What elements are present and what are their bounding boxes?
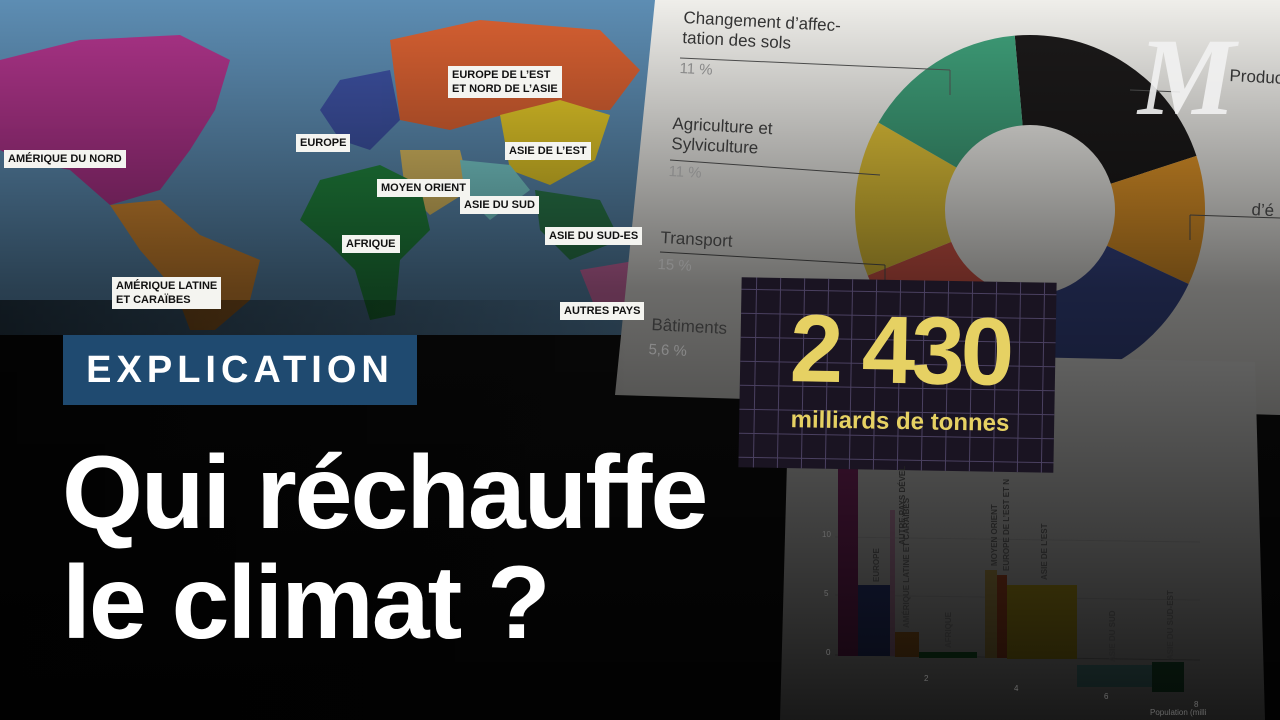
box-grid-line [740, 336, 1056, 344]
box-grid-line [1016, 282, 1022, 473]
x-axis-label: Population (milli [1150, 708, 1207, 717]
map-label: AMÉRIQUE LATINE ET CARAÏBES [112, 277, 222, 309]
donut-value: 5,6 % [648, 341, 688, 360]
y-tick-label: 10 [822, 530, 831, 539]
donut-value: 11 % [679, 60, 714, 79]
donut-label-cut: d’é [1251, 200, 1275, 221]
map-label: EUROPE DE L’EST ET NORD DE L’ASIE [448, 66, 562, 98]
box-grid-line [944, 280, 950, 471]
y-tick-label: 5 [824, 589, 829, 598]
map-label: ASIE DU SUD-ES [545, 227, 643, 245]
stat-box [738, 277, 1057, 473]
x-tick-label: 2 [924, 674, 929, 683]
title-line: le climat ? [62, 545, 551, 661]
map-label: ASIE DE L’EST [505, 142, 591, 160]
box-grid-line [739, 408, 1055, 416]
bar-label: MOYEN ORIENT [990, 504, 999, 566]
map-label: AFRIQUE [342, 235, 400, 253]
box-grid-line [848, 279, 854, 470]
donut-label: Transport [660, 228, 734, 251]
badge: EXPLICATION [63, 335, 417, 405]
stat-unit: milliards de tonnes [790, 406, 1010, 437]
box-grid-line [1040, 282, 1046, 473]
box-grid-line [968, 281, 974, 472]
donut-value: 15 % [657, 256, 693, 275]
x-tick-label: 6 [1104, 692, 1109, 701]
map-label: AMÉRIQUE DU NORD [4, 150, 126, 168]
x-tick-label: 8 [1194, 700, 1199, 709]
bar-label: EUROPE [872, 548, 881, 582]
box-grid-line [872, 279, 878, 470]
map-label: MOYEN ORIENT [377, 179, 470, 197]
bar-label: AMÉRIQUE LATINE ET CARAÏBES [902, 497, 911, 628]
y-tick-label: 0 [826, 648, 831, 657]
box-grid-line [741, 288, 1057, 296]
box-grid-line [740, 360, 1056, 368]
box-grid-line [752, 277, 758, 468]
box-grid-line [739, 384, 1055, 392]
donut-label: Bâtiments [651, 315, 728, 338]
box-grid-line [896, 280, 902, 471]
box-grid-line [824, 278, 830, 469]
donut-value: 11 % [668, 163, 703, 182]
bar-label: ASIE DE L’EST [1040, 523, 1049, 580]
map-label: ASIE DU SUD [460, 196, 539, 214]
box-grid-line [738, 432, 1054, 440]
bar-label: ASIE DU SUD-EST [1166, 590, 1175, 660]
bar-label: EUROPE DE L’EST ET N [1002, 478, 1011, 571]
stat-number: 2 430 [788, 295, 1012, 406]
box-grid-line [800, 278, 806, 469]
box-grid-line [738, 456, 1054, 464]
box-grid-line [776, 277, 782, 468]
map-label: AUTRES PAYS [560, 302, 645, 320]
box-grid-line [992, 281, 998, 472]
donut-label: Changement d’affec- tation des sols [681, 8, 842, 53]
title-line: Qui réchauffe [62, 435, 708, 551]
logo: M [1138, 16, 1236, 138]
x-tick-label: 4 [1014, 684, 1019, 693]
map-label: EUROPE [296, 134, 351, 152]
donut-label: Agriculture et Sylviculture [670, 114, 774, 158]
box-grid-line [741, 312, 1057, 320]
box-grid-line [920, 280, 926, 471]
bar-label: ASIE DU SUD [1108, 610, 1117, 662]
donut-label-cut: Product [1229, 66, 1280, 89]
bar-label: AFRIQUE [944, 612, 953, 648]
